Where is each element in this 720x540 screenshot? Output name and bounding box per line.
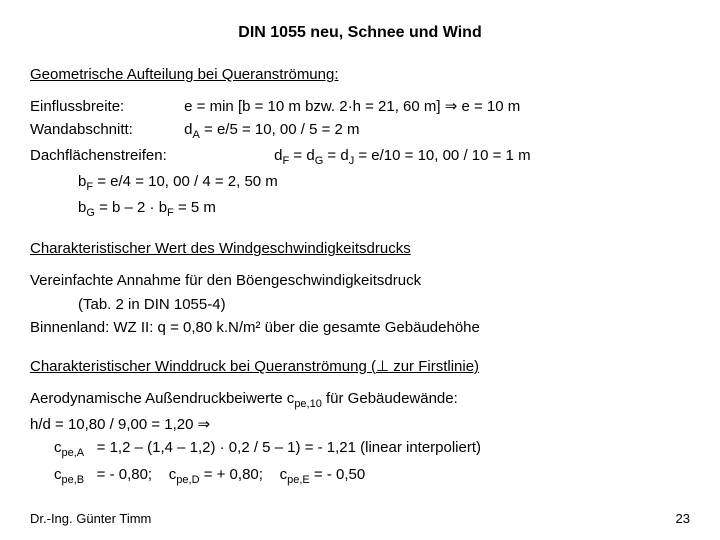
page: DIN 1055 neu, Schnee und Wind Geometrisc… [0, 0, 720, 489]
line-bf: bF = e/4 = 10, 00 / 4 = 2, 50 m [30, 170, 690, 196]
label: Wandabschnitt: [30, 118, 180, 141]
line: Aerodynamische Außendruckbeiwerte cpe,10… [30, 387, 690, 413]
section1-body: Einflussbreite: e = min [b = 10 m bzw. 2… [30, 95, 690, 222]
label: Einflussbreite: [30, 95, 180, 118]
section2-body: Vereinfachte Annahme für den Böengeschwi… [30, 269, 690, 339]
value: e = min [b = 10 m bzw. 2·h = 21, 60 m] ⇒… [184, 98, 520, 115]
footer-author: Dr.-Ing. Günter Timm [30, 511, 151, 526]
section3-heading: Charakteristischer Winddruck bei Querans… [30, 357, 690, 375]
line: Vereinfachte Annahme für den Böengeschwi… [30, 269, 690, 292]
section1-heading: Geometrische Aufteilung bei Queranströmu… [30, 66, 690, 83]
section3-body: Aerodynamische Außendruckbeiwerte cpe,10… [30, 387, 690, 488]
section2-heading: Charakteristischer Wert des Windgeschwin… [30, 240, 690, 257]
line-dachflaechenstreifen: Dachflächenstreifen: dF = dG = dJ = e/10… [30, 144, 690, 170]
line: (Tab. 2 in DIN 1055-4) [30, 293, 690, 316]
value: dA = e/5 = 10, 00 / 5 = 2 m [184, 121, 359, 138]
page-number: 23 [676, 511, 690, 526]
footer: Dr.-Ing. Günter Timm 23 [30, 511, 690, 526]
line-wandabschnitt: Wandabschnitt: dA = e/5 = 10, 00 / 5 = 2… [30, 118, 690, 144]
value: dF = dG = dJ = e/10 = 10, 00 / 10 = 1 m [274, 147, 530, 164]
line-einflussbreite: Einflussbreite: e = min [b = 10 m bzw. 2… [30, 95, 690, 118]
line: Binnenland: WZ II: q = 0,80 k.N/m² über … [30, 316, 690, 339]
label: Dachflächenstreifen: [30, 144, 270, 167]
line-bg: bG = b – 2 · bF = 5 m [30, 196, 690, 222]
line-cpeA: cpe,A = 1,2 – (1,4 – 1,2) · 0,2 / 5 – 1)… [30, 436, 690, 462]
line-cpeBDE: cpe,B = - 0,80; cpe,D = + 0,80; cpe,E = … [30, 463, 690, 489]
line: h/d = 10,80 / 9,00 = 1,20 ⇒ [30, 413, 690, 436]
page-title: DIN 1055 neu, Schnee und Wind [30, 24, 690, 42]
